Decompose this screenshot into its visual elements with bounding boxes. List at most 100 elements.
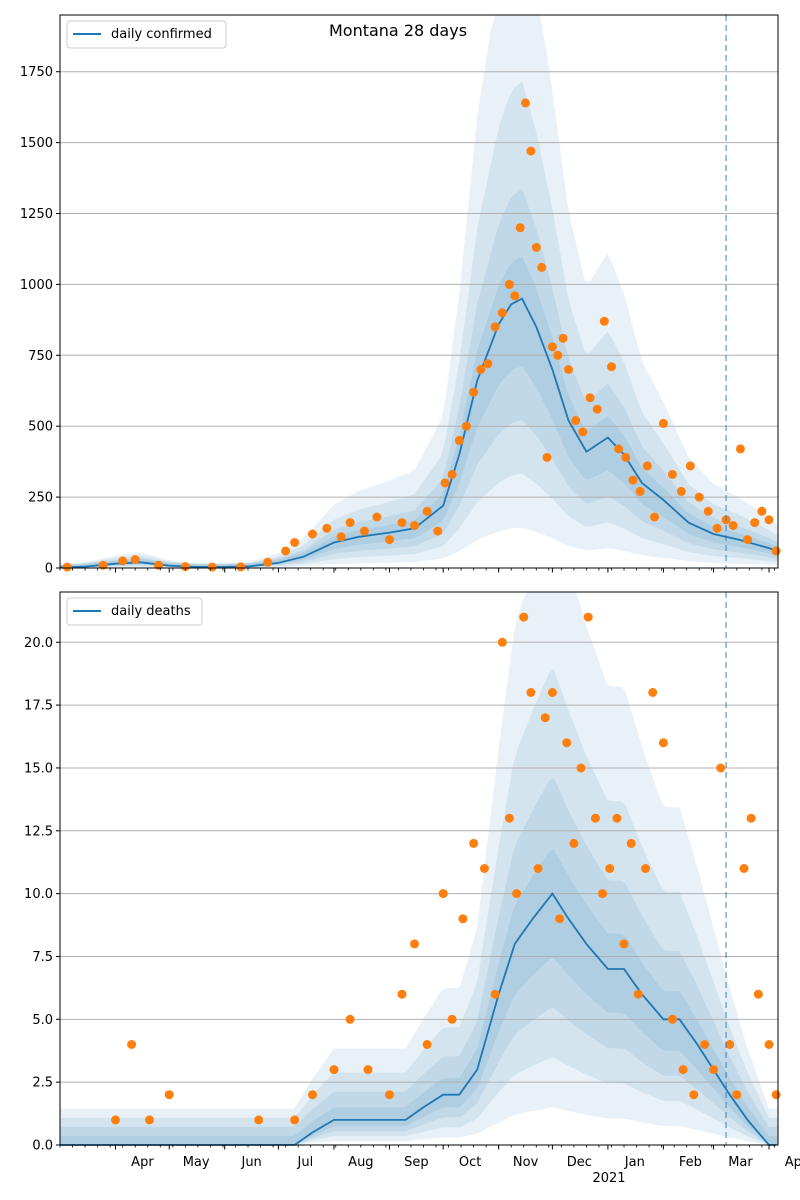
observed-point bbox=[526, 688, 536, 697]
observed-point bbox=[633, 989, 643, 999]
observed-point bbox=[648, 688, 658, 697]
observed-point bbox=[145, 1115, 154, 1125]
confirmed-axes-frame bbox=[59, 14, 779, 569]
observed-point bbox=[650, 512, 659, 522]
uncertainty-band-2 bbox=[60, 189, 778, 568]
series-line bbox=[60, 892, 777, 1146]
observed-point bbox=[750, 518, 760, 528]
observed-point bbox=[553, 350, 563, 360]
observed-point bbox=[764, 1040, 774, 1049]
confirmed-panel: 0 250 500 750 1000 1250 1500 1750 Montana 28 da… bbox=[20, 14, 781, 577]
observed-point bbox=[753, 989, 763, 999]
observed-point bbox=[585, 393, 595, 403]
observed-point bbox=[422, 1040, 432, 1049]
observed-point bbox=[590, 813, 600, 823]
observed-point bbox=[700, 1040, 710, 1049]
y-tick-label: 7.5 bbox=[32, 950, 53, 965]
y-tick-label: 250 bbox=[28, 491, 53, 506]
x-tick-label: Dec bbox=[567, 1155, 592, 1170]
deaths-legend-label: daily deaths bbox=[111, 604, 191, 619]
observed-point bbox=[490, 322, 500, 332]
y-tick-label: 20.0 bbox=[24, 636, 53, 651]
observed-point bbox=[598, 889, 607, 899]
observed-point bbox=[746, 813, 756, 823]
observed-point bbox=[732, 1090, 742, 1100]
y-tick-label: 12.5 bbox=[24, 824, 53, 839]
observed-point bbox=[771, 1090, 781, 1100]
observed-point bbox=[98, 560, 108, 570]
observed-point bbox=[62, 562, 72, 572]
observed-point bbox=[583, 612, 593, 622]
observed-point bbox=[454, 435, 464, 445]
observed-point bbox=[612, 813, 622, 823]
observed-point bbox=[605, 864, 615, 873]
uncertainty-band-3 bbox=[60, 256, 778, 568]
observed-point bbox=[164, 1090, 174, 1100]
observed-point bbox=[685, 461, 695, 471]
observed-point bbox=[512, 889, 522, 899]
observed-point bbox=[476, 365, 486, 374]
observed-point bbox=[397, 989, 407, 999]
deaths-legend: daily deaths bbox=[66, 597, 203, 626]
observed-point bbox=[345, 518, 355, 528]
observed-point bbox=[345, 1014, 355, 1024]
confirmed-x-axis-ticks bbox=[59, 568, 775, 573]
observed-point bbox=[678, 1065, 688, 1075]
observed-point bbox=[641, 864, 650, 873]
observed-point bbox=[497, 308, 507, 318]
observed-point bbox=[626, 838, 636, 848]
observed-point bbox=[385, 535, 394, 545]
deaths-axes-frame bbox=[59, 591, 779, 1146]
observed-point bbox=[490, 989, 500, 999]
series-line bbox=[59, 297, 777, 569]
x-tick-label: Apr bbox=[131, 1155, 154, 1170]
observed-point bbox=[764, 515, 774, 525]
confirmed-legend-box bbox=[66, 20, 227, 49]
observed-point bbox=[592, 404, 602, 414]
x-tick-label: May bbox=[183, 1155, 210, 1170]
observed-point bbox=[515, 223, 525, 233]
observed-point bbox=[180, 562, 190, 572]
observed-point bbox=[118, 556, 128, 566]
x-tick-label: Oct bbox=[459, 1155, 481, 1170]
x-tick-label: Apr bbox=[785, 1155, 800, 1170]
confirmed-y-axis: 0 250 500 750 1000 1250 1500 1750 bbox=[20, 65, 60, 577]
y-tick-label: 1500 bbox=[20, 136, 53, 151]
confirmed-line bbox=[59, 297, 777, 569]
uncertainty-band-0 bbox=[60, 592, 778, 1145]
observed-point bbox=[635, 486, 645, 496]
y-tick-label: 0.0 bbox=[32, 1139, 53, 1154]
x-tick-label: Aug bbox=[348, 1155, 373, 1170]
observed-point bbox=[658, 738, 668, 748]
y-tick-label: 5.0 bbox=[32, 1013, 53, 1028]
observed-point bbox=[236, 562, 246, 572]
uncertainty-band-1 bbox=[60, 81, 778, 568]
observed-point bbox=[329, 1065, 339, 1075]
observed-point bbox=[564, 365, 573, 374]
observed-point bbox=[447, 469, 457, 479]
y-tick-label: 1000 bbox=[20, 278, 53, 293]
observed-point bbox=[533, 864, 543, 873]
observed-point bbox=[130, 555, 140, 564]
observed-point bbox=[263, 557, 273, 567]
observed-point bbox=[308, 1090, 317, 1100]
observed-point bbox=[558, 333, 568, 343]
observed-point bbox=[621, 452, 631, 462]
observed-point bbox=[540, 713, 550, 723]
observed-point bbox=[642, 461, 652, 471]
observed-point bbox=[469, 838, 479, 848]
y-tick-label: 1750 bbox=[20, 65, 53, 80]
y-tick-label: 750 bbox=[28, 349, 53, 364]
observed-point bbox=[694, 492, 704, 502]
observed-point bbox=[725, 1040, 735, 1049]
deaths-line bbox=[60, 892, 777, 1146]
observed-point bbox=[497, 637, 507, 647]
observed-point bbox=[422, 506, 432, 516]
observed-point bbox=[576, 763, 586, 773]
observed-point bbox=[537, 262, 547, 272]
observed-point bbox=[359, 526, 369, 536]
observed-point bbox=[728, 521, 738, 530]
observed-point bbox=[385, 1090, 394, 1100]
observed-point bbox=[712, 523, 722, 533]
